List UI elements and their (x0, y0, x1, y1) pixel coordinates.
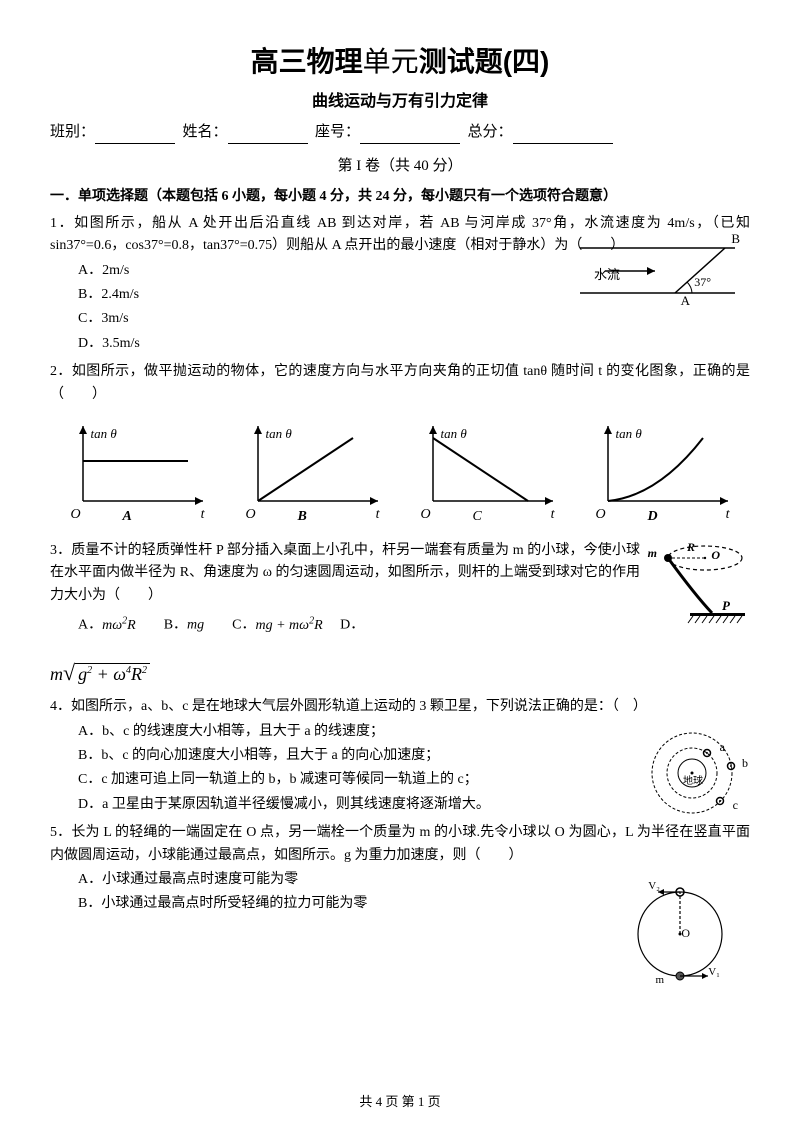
q1-label-A: A (681, 291, 690, 312)
question-3: 3．质量不计的轻质弹性杆 P 部分插入桌面上小孔中，杆另一端套有质量为 m 的小… (50, 540, 750, 690)
q4-text: 4．如图所示，a、b、c 是在地球大气层外圆形轨道上运动的 3 颗卫星，下列说法… (50, 696, 750, 718)
field-banbie-blank[interactable] (95, 128, 175, 144)
q2-chart-c: tan θ O t C (413, 416, 563, 526)
page-footer: 共 4 页 第 1 页 (0, 1092, 800, 1113)
q3-diagram (650, 540, 750, 635)
q2d-xlabel: t (726, 504, 730, 526)
q2-chart-d: tan θ O t D (588, 416, 738, 526)
q2-chart-a: tan θ O t A (63, 416, 213, 526)
q4-opt-d: D．a 卫星由于某原因轨道半径缓慢减小，则其线速度将逐渐增大。 (78, 794, 650, 816)
q3-label-m: m (648, 544, 657, 563)
q2c-origin: O (421, 504, 431, 526)
q2d-origin: O (596, 504, 606, 526)
field-zongfen-blank[interactable] (513, 128, 613, 144)
q2a-letter: A (123, 506, 132, 528)
q2a-xlabel: t (201, 504, 205, 526)
q5-opt-b: B．小球通过最高点时所受轻绳的拉力可能为零 (78, 893, 640, 915)
q2c-ylabel: tan θ (441, 424, 467, 530)
q3-opt-c: mg + mω2R (256, 618, 323, 633)
q5-label-v2: V₂ (648, 878, 660, 896)
q5-opt-a: A．小球通过最高点时速度可能为零 (78, 869, 640, 891)
q4-label-c: c (733, 796, 738, 815)
q1-flow-label: 水流 (594, 265, 620, 286)
q4-opt-b: B．b、c 的向心加速度大小相等，且大于 a 的向心加速度； (78, 745, 650, 767)
paper-part-label: 第 I 卷（共 40 分） (50, 154, 750, 178)
main-title: 高三物理单元测试题(四) (50, 40, 750, 85)
q3-label-R: R (687, 538, 695, 557)
field-xingming-blank[interactable] (228, 128, 308, 144)
question-4: 4．如图所示，a、b、c 是在地球大气层外圆形轨道上运动的 3 颗卫星，下列说法… (50, 696, 750, 816)
q2d-letter: D (648, 506, 658, 528)
q4-label-a: a (720, 738, 725, 757)
q2a-origin: O (71, 504, 81, 526)
q3-opt-b-pre: B． (164, 618, 187, 633)
q2b-xlabel: t (376, 504, 380, 526)
q2a-ylabel: tan θ (91, 424, 117, 530)
question-2: 2．如图所示，做平抛运动的物体，它的速度方向与水平方向夹角的正切值 tanθ 随… (50, 361, 750, 526)
field-zuohao-blank[interactable] (360, 128, 460, 144)
q1-opt-d: D．3.5m/s (78, 333, 750, 355)
q4-opt-c: C．c 加速可追上同一轨道上的 b，b 减速可等候同一轨道上的 c； (78, 769, 650, 791)
q3-opt-b: mg (187, 618, 204, 633)
q2b-letter: B (298, 506, 307, 528)
q2c-letter: C (473, 506, 482, 528)
q2-chart-b: tan θ O t B (238, 416, 388, 526)
q2b-ylabel: tan θ (266, 424, 292, 530)
q4-label-b: b (742, 754, 748, 773)
q2b-origin: O (246, 504, 256, 526)
title-bold1: 高三物理 (251, 46, 363, 77)
q1-boat-diagram (560, 233, 740, 313)
title-light: 单元 (363, 46, 419, 77)
header-fields: 班别： 姓名： 座号： 总分： (50, 120, 750, 144)
field-zongfen-label: 总分： (468, 124, 513, 140)
q1-label-B: B (731, 229, 740, 250)
q3-opt-d-pre: D． (340, 618, 364, 633)
q3-opt-d-formula: m√g2 + ω4R2 (50, 655, 640, 690)
subtitle: 曲线运动与万有引力定律 (50, 89, 750, 115)
q5-label-O: O (681, 924, 690, 943)
q2d-ylabel: tan θ (616, 424, 642, 530)
q3-text: 3．质量不计的轻质弹性杆 P 部分插入桌面上小孔中，杆另一端套有质量为 m 的小… (50, 540, 640, 607)
question-1: 1．如图所示，船从 A 处开出后沿直线 AB 到达对岸，若 AB 与河岸成 37… (50, 213, 750, 355)
q2c-xlabel: t (551, 504, 555, 526)
q5-label-m: m (655, 972, 664, 990)
field-xingming-label: 姓名： (183, 124, 228, 140)
field-banbie-label: 班别： (50, 124, 95, 140)
q3-label-O: O (711, 546, 720, 565)
q4-opt-a: A．b、c 的线速度大小相等，且大于 a 的线速度； (78, 721, 650, 743)
q3-opt-a: mω2R (102, 618, 136, 633)
q3-label-P: P (722, 596, 730, 617)
q3-opt-a-pre: A． (78, 618, 102, 633)
q3-options-line: A．mω2R B．mg C．mg + mω2R D． (78, 613, 640, 637)
q2-charts-row: tan θ O t A tan θ O t B (50, 416, 750, 526)
field-zuohao-label: 座号： (315, 124, 360, 140)
question-5: 5．长为 L 的轻绳的一端固定在 O 点，另一端栓一个质量为 m 的小球.先令小… (50, 822, 750, 916)
section1-title: 一．单项选择题（本题包括 6 小题，每小题 4 分，共 24 分，每小题只有一个… (50, 186, 750, 208)
q4-label-earth: 地球 (683, 774, 703, 790)
q5-label-v1: V₁ (708, 964, 720, 982)
title-bold2: 测试题(四) (419, 46, 550, 77)
q3-opt-c-pre: C． (232, 618, 255, 633)
q1-angle-label: 37° (694, 273, 711, 292)
q5-text: 5．长为 L 的轻绳的一端固定在 O 点，另一端栓一个质量为 m 的小球.先令小… (50, 822, 750, 867)
q2-text: 2．如图所示，做平抛运动的物体，它的速度方向与水平方向夹角的正切值 tanθ 随… (50, 361, 750, 406)
